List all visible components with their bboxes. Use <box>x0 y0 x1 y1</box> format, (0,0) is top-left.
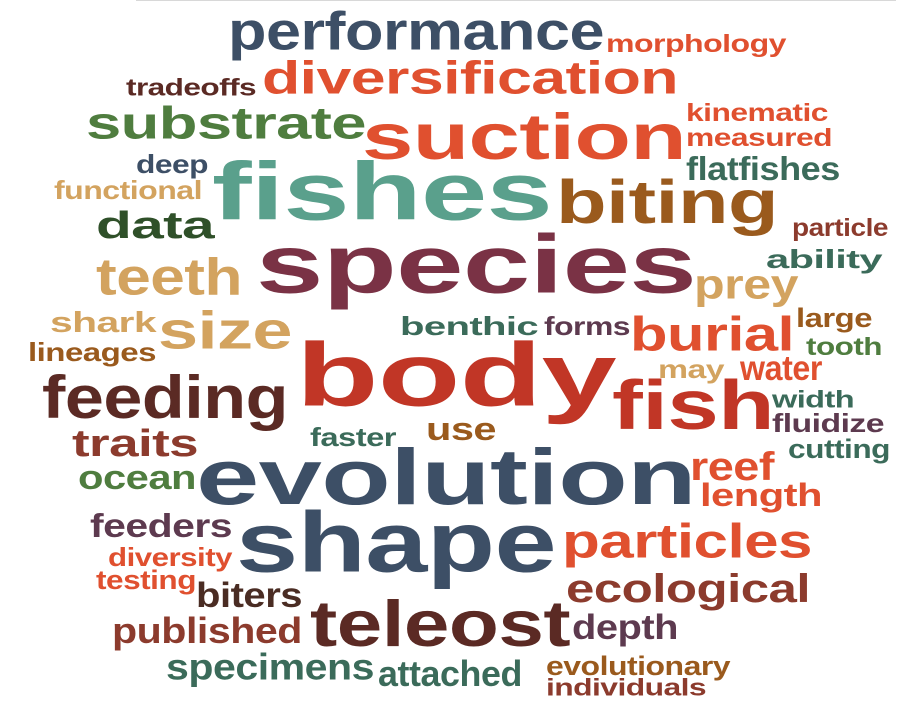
cloud-word: traits <box>72 421 199 465</box>
cloud-word: shark <box>50 306 157 339</box>
cloud-word: performance <box>228 0 605 62</box>
cloud-word: deep <box>136 149 208 179</box>
cloud-word: measured <box>686 124 833 152</box>
cloud-word: forms <box>544 311 630 341</box>
cloud-word: ecological <box>566 565 811 611</box>
cloud-word: feeders <box>90 508 233 545</box>
cloud-word: individuals <box>546 674 707 701</box>
cloud-word: fluidize <box>772 408 885 438</box>
cloud-word: ocean <box>78 459 196 497</box>
cloud-word: biters <box>196 575 303 615</box>
cloud-word: diversity <box>108 542 233 572</box>
cloud-word: data <box>96 203 215 247</box>
cloud-word: diversification <box>262 52 679 104</box>
cloud-word: testing <box>96 564 196 595</box>
cloud-word: burial <box>630 307 795 362</box>
cloud-word: flatfishes <box>686 151 840 188</box>
top-divider <box>136 0 896 1</box>
cloud-word: tooth <box>806 333 883 361</box>
cloud-word: biting <box>556 168 779 237</box>
cloud-word: species <box>256 216 697 311</box>
cloud-word: particles <box>562 514 813 569</box>
cloud-word: teleost <box>310 587 571 661</box>
cloud-word: lineages <box>28 337 157 367</box>
cloud-word: depth <box>572 607 679 647</box>
cloud-word: may <box>658 354 725 384</box>
cloud-word: teeth <box>96 247 242 306</box>
cloud-word: large <box>796 302 872 333</box>
cloud-word: suction <box>362 100 687 174</box>
cloud-word: benthic <box>400 311 539 341</box>
cloud-word: attached <box>378 653 522 694</box>
cloud-word: faster <box>310 422 397 452</box>
cloud-word: use <box>426 412 497 448</box>
cloud-word: fishes <box>212 144 553 238</box>
cloud-word: morphology <box>606 30 786 58</box>
cloud-word: size <box>158 301 293 361</box>
cloud-word: feeding <box>42 364 288 432</box>
cloud-word: prey <box>694 260 799 308</box>
cloud-word: fish <box>612 365 775 445</box>
cloud-word: functional <box>54 175 202 205</box>
cloud-word: evolution <box>196 432 697 522</box>
cloud-word: substrate <box>86 98 367 149</box>
cloud-word: reef <box>690 443 774 489</box>
cloud-word: published <box>112 610 302 651</box>
cloud-word: particle <box>792 214 889 242</box>
cloud-word: specimens <box>166 646 375 688</box>
cloud-word: evolutionary <box>546 650 731 681</box>
cloud-word: body <box>296 324 617 426</box>
cloud-word: width <box>772 386 855 413</box>
cloud-word: tradeoffs <box>126 74 257 101</box>
cloud-word: length <box>700 478 823 514</box>
cloud-word: ability <box>766 244 883 274</box>
cloud-word: cutting <box>788 433 891 464</box>
cloud-word: water <box>740 348 823 388</box>
cloud-word: shape <box>236 494 557 591</box>
cloud-word: kinematic <box>686 99 828 127</box>
